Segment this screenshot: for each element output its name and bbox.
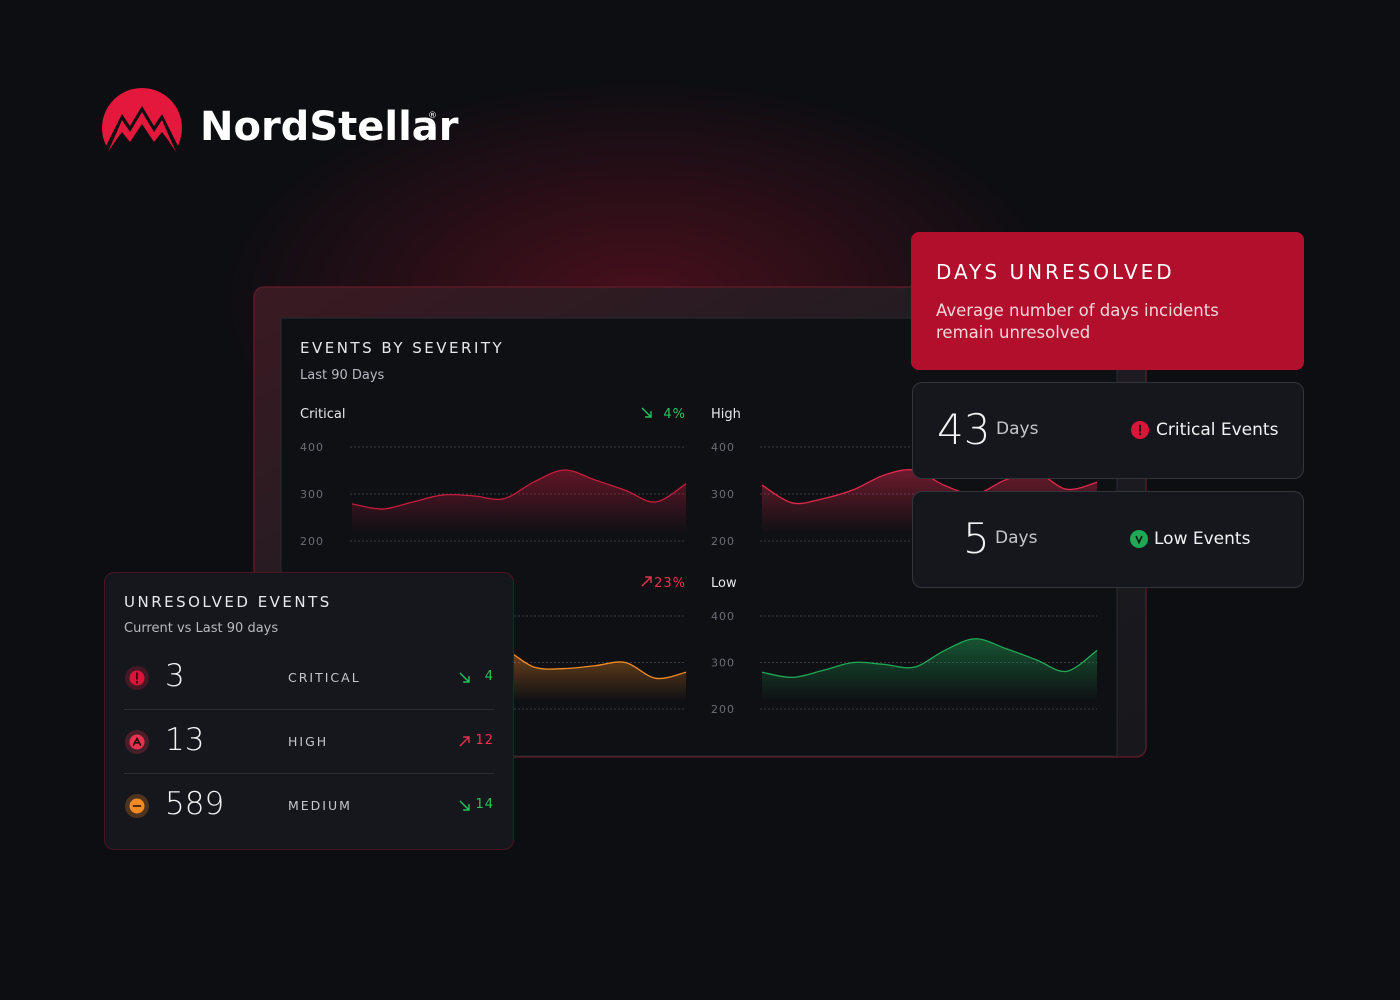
logo (98, 88, 186, 170)
chart-title: Critical (300, 407, 345, 422)
event-label: CRITICAL (288, 670, 361, 685)
arrow-icon (459, 736, 470, 747)
event-row: 3 CRITICAL 4 (124, 646, 494, 710)
chart-title: High (711, 407, 741, 422)
brand-registered: ® (428, 111, 437, 121)
days-label: Low Events (1154, 529, 1251, 549)
severity-icon (125, 730, 149, 754)
brand-name: NordStellar (200, 104, 459, 150)
y-tick-label: 300 (711, 488, 735, 501)
row-icon (124, 729, 150, 755)
trend-arrow (641, 407, 652, 418)
area-line (761, 638, 1098, 679)
row-divider (124, 773, 494, 774)
area-fill (352, 470, 686, 533)
status-glyph (1131, 421, 1149, 439)
event-count: 3 (165, 658, 185, 694)
event-change: 12 (475, 733, 494, 748)
y-tick-label: 200 (711, 535, 735, 548)
row-icon (124, 665, 150, 691)
event-change: 14 (475, 797, 494, 812)
card-subtitle: Current vs Last 90 days (124, 621, 279, 636)
chart-trend: 23% (654, 576, 686, 591)
y-tick-label: 300 (300, 488, 324, 501)
days-unit: Days (995, 528, 1038, 548)
chart-trend: 4% (663, 407, 686, 422)
area-line (351, 469, 687, 510)
row-divider (124, 709, 494, 710)
panel-subtitle: Last 90 Days (300, 368, 385, 383)
status-glyph (1130, 530, 1148, 548)
arrow-icon (459, 800, 470, 811)
y-tick-label: 200 (711, 703, 735, 716)
arrow-icon (459, 672, 470, 683)
days-number: 5 (963, 514, 990, 563)
chart-title: Low (711, 576, 737, 591)
card-title: UNRESOLVED EVENTS (124, 593, 332, 611)
status-icon (1130, 530, 1148, 548)
days-label: Critical Events (1156, 420, 1279, 440)
event-change: 4 (484, 669, 494, 684)
days-card: 43 Days Critical Events (912, 382, 1304, 479)
card-description: Average number of days incidents remain … (936, 301, 1219, 342)
y-tick-label: 400 (711, 610, 735, 623)
card-title: DAYS UNRESOLVED (936, 260, 1175, 284)
y-tick-label: 400 (711, 441, 735, 454)
unresolved-events-card: UNRESOLVED EVENTS Current vs Last 90 day… (104, 572, 514, 850)
days-card: 5 Days Low Events (912, 491, 1304, 588)
y-tick-label: 200 (300, 535, 324, 548)
days-unit: Days (996, 419, 1039, 439)
event-count: 13 (165, 722, 205, 758)
panel-title: EVENTS BY SEVERITY (300, 339, 504, 357)
logo-mountain (108, 112, 176, 152)
change-arrow (458, 798, 472, 812)
logo-mountain-cut (98, 106, 186, 170)
area-fill (762, 638, 1097, 701)
change-arrow (458, 734, 472, 748)
row-icon (124, 793, 150, 819)
change-arrow (458, 670, 472, 684)
status-icon (1131, 421, 1149, 439)
y-tick-label: 300 (711, 657, 735, 670)
trend-arrow (641, 576, 652, 587)
event-count: 589 (165, 786, 225, 822)
days-number: 43 (937, 405, 991, 454)
severity-icon (125, 794, 149, 818)
event-label: HIGH (288, 734, 329, 749)
y-tick-label: 400 (300, 441, 324, 454)
days-unresolved-header: DAYS UNRESOLVED Average number of days i… (911, 232, 1304, 370)
severity-icon (125, 666, 149, 690)
event-label: MEDIUM (288, 798, 352, 813)
event-row: 589 MEDIUM 14 (124, 774, 494, 838)
event-row: 13 HIGH 12 (124, 710, 494, 774)
